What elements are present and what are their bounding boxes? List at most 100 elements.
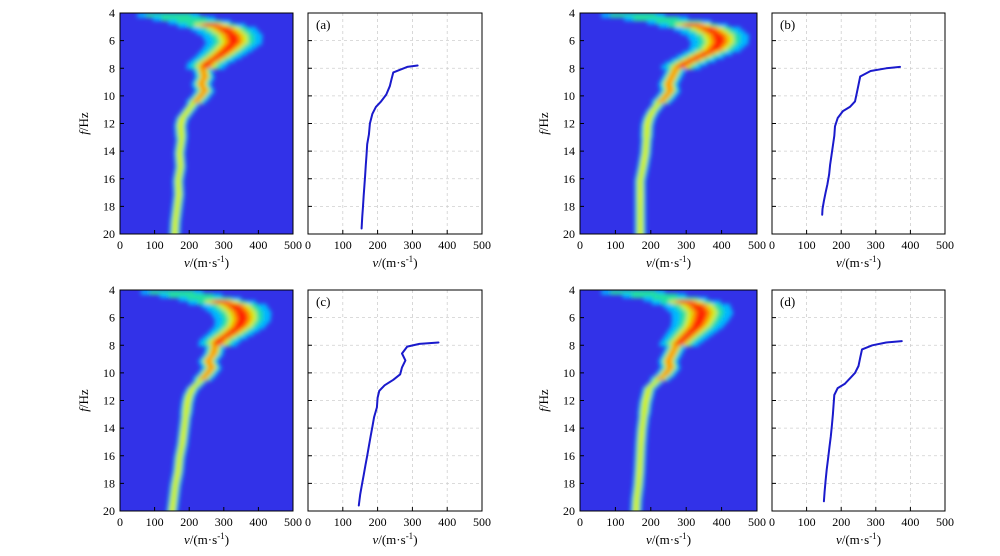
heatmap-b-ridge-cell bbox=[670, 71, 677, 77]
heatmap-b-ridge-cell bbox=[665, 82, 672, 87]
heatmap-d-ridge-cell bbox=[696, 310, 708, 316]
heatmap-d-y-tick-label: 16 bbox=[563, 449, 575, 463]
heatmap-b-ridge-cell bbox=[696, 54, 705, 60]
heatmap-d-ridge-cell bbox=[633, 511, 639, 516]
heatmap-d-y-axis-label: f/Hz bbox=[536, 389, 551, 412]
heatmap-c-ridge-cell bbox=[216, 338, 225, 343]
heatmap-a-ridge-cell bbox=[198, 82, 205, 87]
heatmap-c-ridge-cell bbox=[182, 417, 189, 423]
heatmap-c-ridge-cell bbox=[178, 448, 184, 454]
heatmap-d-ridge-cell bbox=[632, 511, 640, 516]
heatmap-c-ridge-cell bbox=[228, 303, 241, 309]
dispersion-curve-c-x-tick-label: 500 bbox=[473, 515, 491, 529]
dispersion-curve-c-x-tick-label: 200 bbox=[369, 515, 387, 529]
heatmap-a-ridge-cell bbox=[178, 120, 185, 125]
heatmap-b-y-tick-label: 12 bbox=[563, 117, 575, 131]
heatmap-b-ridge-cell bbox=[643, 140, 650, 146]
heatmap-c-ridge-cell bbox=[180, 431, 187, 437]
heatmap-a-x-tick-label: 100 bbox=[146, 238, 164, 252]
heatmap-d-ridge-cell bbox=[633, 497, 640, 502]
heatmap-b-ridge-cell bbox=[637, 178, 644, 184]
heatmap-b-y-tick-label: 20 bbox=[563, 227, 575, 241]
heatmap-b-ridge-cell bbox=[643, 126, 651, 132]
heatmap-c-ridge-cell bbox=[231, 307, 244, 312]
heatmap-d-ridge-cell bbox=[639, 428, 645, 433]
heatmap-a-ridge-cell bbox=[173, 213, 179, 218]
dispersion-curve-b-x-tick-label: 500 bbox=[936, 238, 954, 252]
heatmap-b-ridge-cell bbox=[689, 57, 698, 63]
heatmap-b-ridge-cell bbox=[642, 154, 648, 160]
heatmap-c-ridge-cell bbox=[210, 352, 217, 357]
heatmap-c-ridge-cell bbox=[169, 511, 175, 516]
dispersion-curve-d-x-tick-label: 500 bbox=[936, 515, 954, 529]
heatmap-d-ridge-cell bbox=[638, 435, 645, 440]
heatmap-d-ridge-cell bbox=[635, 486, 641, 492]
heatmap-c-ridge-cell bbox=[187, 296, 233, 302]
heatmap-d-ridge-cell bbox=[642, 400, 649, 406]
heatmap-c-x-tick-label: 200 bbox=[180, 515, 198, 529]
heatmap-a-ridge-cell bbox=[214, 54, 223, 60]
heatmap-b-y-tick-label: 6 bbox=[569, 34, 575, 48]
dispersion-curve-d-x-tick-label: 400 bbox=[901, 515, 919, 529]
heatmap-b-y-tick-label: 14 bbox=[563, 144, 575, 158]
heatmap-d-ridge-cell bbox=[682, 334, 691, 340]
heatmap-c-ridge-cell bbox=[236, 314, 248, 319]
heatmap-c-ridge-cell bbox=[211, 348, 218, 354]
dispersion-curve-d-x-axis-label: v/(m·s-1) bbox=[836, 531, 881, 547]
heatmap-a-ridge-cell bbox=[175, 175, 182, 180]
heatmap-a-ridge-cell bbox=[177, 158, 183, 163]
heatmap-b-ridge-cell bbox=[640, 164, 646, 170]
heatmap-d-y-tick-label: 6 bbox=[569, 311, 575, 325]
heatmap-b-x-tick-label: 0 bbox=[577, 238, 583, 252]
heatmap-c-ridge-cell bbox=[149, 290, 195, 295]
heatmap-d-ridge-cell bbox=[635, 479, 642, 485]
heatmap-a-ridge-cell bbox=[222, 47, 232, 53]
heatmap-b-ridge-cell bbox=[661, 95, 669, 101]
heatmap-a-ridge-cell bbox=[175, 196, 182, 201]
heatmap-b-ridge-cell bbox=[610, 13, 657, 18]
heatmap-d-ridge-cell bbox=[670, 348, 677, 354]
heatmap-d-x-tick-label: 200 bbox=[642, 515, 660, 529]
heatmap-a-ridge-cell bbox=[228, 37, 239, 42]
heatmap-c-ridge-cell bbox=[180, 435, 186, 440]
heatmap-a-ridge-cell bbox=[172, 220, 179, 225]
heatmap-b-ridge-cell bbox=[637, 213, 644, 218]
heatmap-c-x-tick-label: 300 bbox=[215, 515, 233, 529]
heatmap-d-y-tick-label: 18 bbox=[563, 476, 575, 490]
heatmap-d-ridge-cell bbox=[640, 410, 648, 416]
heatmap-c-ridge-cell bbox=[183, 410, 190, 416]
dispersion-curve-b-line bbox=[821, 65, 901, 216]
heatmap-c-ridge-cell bbox=[183, 407, 190, 413]
heatmap-d-y-tick-label: 8 bbox=[569, 338, 575, 352]
heatmap-b-ridge-cell bbox=[637, 220, 644, 225]
heatmap-d-ridge-cell bbox=[664, 369, 671, 375]
heatmap-d-x-tick-label: 500 bbox=[748, 515, 766, 529]
heatmap-c-ridge-cell bbox=[178, 445, 185, 451]
dispersion-curve-d-x-tick-label: 0 bbox=[769, 515, 775, 529]
dispersion-curve-c-x-tick-label: 400 bbox=[438, 515, 456, 529]
heatmap-d-ridge-cell bbox=[636, 473, 643, 478]
heatmap-c-ridge-cell bbox=[235, 310, 247, 316]
heatmap-d-ridge-cell bbox=[693, 321, 704, 326]
dispersion-curve-a-x-tick-label: 200 bbox=[369, 238, 387, 252]
heatmap-a-ridge-cell bbox=[177, 19, 223, 25]
heatmap-c-ridge-cell bbox=[168, 511, 176, 516]
heatmap-a-ridge-cell bbox=[178, 137, 185, 142]
heatmap-d-ridge-cell bbox=[667, 355, 674, 361]
heatmap-d-ridge-cell bbox=[637, 459, 643, 464]
heatmap-b-ridge-cell bbox=[701, 26, 714, 32]
heatmap-c-ridge-cell bbox=[168, 293, 214, 299]
heatmap-c-ridge-cell bbox=[183, 403, 191, 409]
heatmap-d-ridge-cell bbox=[637, 448, 644, 454]
heatmap-a-ridge-cell bbox=[199, 92, 206, 98]
heatmap-b-ridge-cell bbox=[672, 68, 679, 73]
heatmap-d-ridge-cell bbox=[645, 386, 653, 392]
heatmap-b-ridge-cell bbox=[639, 168, 646, 174]
heatmap-d-ridge-cell bbox=[666, 362, 673, 368]
heatmap-b-ridge-cell bbox=[633, 16, 680, 22]
heatmap-d-ridge-cell bbox=[652, 296, 699, 302]
heatmap-c-ridge-cell bbox=[176, 459, 182, 464]
heatmap-d-ridge-cell bbox=[633, 500, 640, 506]
heatmap-a-ridge-cell bbox=[177, 147, 183, 153]
